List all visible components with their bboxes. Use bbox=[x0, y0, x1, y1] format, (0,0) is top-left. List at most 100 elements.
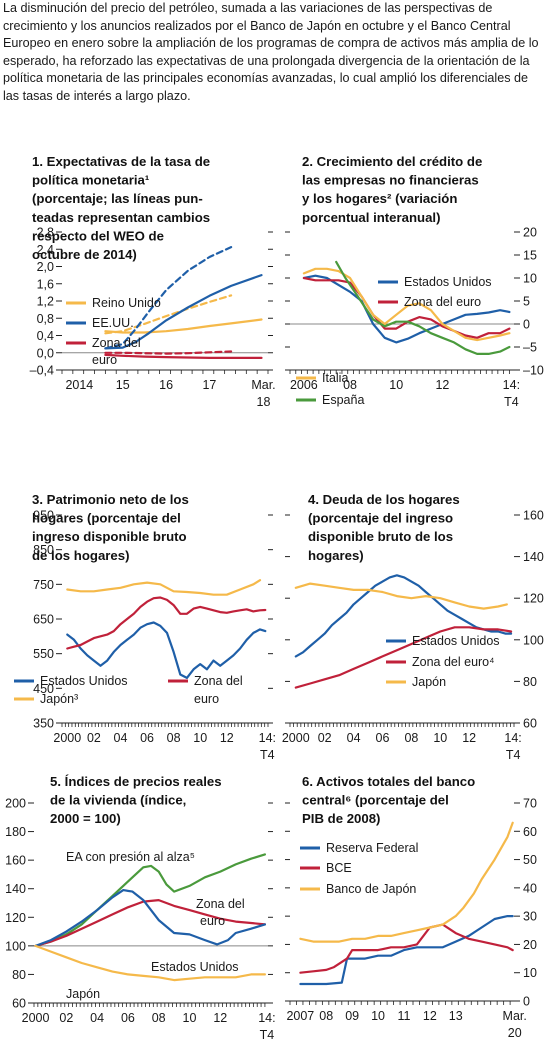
y-tick-label: 1,6 bbox=[37, 277, 54, 291]
x-tick-label: 12 bbox=[213, 1011, 227, 1025]
x-tick-label: 08 bbox=[343, 378, 357, 392]
series-line-orange-dashed bbox=[104, 294, 233, 335]
chart-title-line: hogares) bbox=[308, 548, 364, 563]
legend-label: BCE bbox=[326, 861, 352, 875]
intro-paragraph: La disminución del precio del petróleo, … bbox=[3, 1, 539, 103]
chart-title-line: hogares (porcentaje del bbox=[32, 511, 181, 526]
series-label: euro bbox=[200, 914, 225, 928]
legend-label: Estados Unidos bbox=[412, 634, 500, 648]
series-line-blue bbox=[66, 621, 267, 679]
chart-panel-3: 3. Patrimonio neto de los hogares (porcen… bbox=[14, 492, 276, 762]
series-line-blue-dashed bbox=[104, 245, 233, 350]
series-label: Japón bbox=[66, 987, 100, 1001]
y-tick-label: 40 bbox=[523, 881, 537, 895]
legend-label: Japón bbox=[412, 675, 446, 689]
y-tick-label: –0,4 bbox=[30, 364, 54, 378]
series-line-orange bbox=[66, 579, 262, 596]
chart-title-line: 4. Deuda de los hogares bbox=[308, 492, 460, 507]
y-tick-label: –10 bbox=[523, 364, 544, 378]
legend-label: Zona del bbox=[194, 674, 243, 688]
series-line-blue bbox=[299, 915, 514, 986]
y-tick-label: 950 bbox=[33, 509, 54, 523]
series-line-green bbox=[34, 853, 266, 947]
series-line-blue bbox=[104, 273, 263, 350]
y-tick-label: 550 bbox=[33, 647, 54, 661]
legend-label: Reino Unido bbox=[92, 296, 161, 310]
chart-title-line: teadas representan cambios bbox=[32, 210, 210, 225]
series-label: EA con presión al alza⁵ bbox=[66, 850, 195, 864]
y-tick-label: 750 bbox=[33, 578, 54, 592]
chart-title-line: 5. Índices de precios reales bbox=[50, 774, 222, 789]
y-tick-label: 20 bbox=[523, 938, 537, 952]
x-tick-label: 02 bbox=[87, 731, 101, 745]
x-tick-label: 10 bbox=[183, 1011, 197, 1025]
x-tick-label: 2000 bbox=[53, 731, 81, 745]
x-tick-label: 06 bbox=[376, 731, 390, 745]
y-tick-label: 160 bbox=[523, 509, 544, 523]
legend-label: euro bbox=[92, 353, 117, 367]
y-tick-label: 140 bbox=[5, 882, 26, 896]
y-tick-label: 180 bbox=[5, 825, 26, 839]
chart-panel-6: 6. Activos totales del banco central⁶ (po… bbox=[285, 774, 537, 1040]
legend-label: euro bbox=[194, 692, 219, 706]
x-tick-label: 09 bbox=[345, 1009, 359, 1023]
y-tick-label: 0 bbox=[523, 995, 530, 1009]
series-line-orange bbox=[34, 944, 266, 982]
legend-label: Zona del bbox=[92, 336, 141, 350]
chart-title-line: 6. Activos totales del banco bbox=[302, 774, 475, 789]
x-tick-label: 08 bbox=[167, 731, 181, 745]
series-line-red bbox=[66, 596, 267, 650]
y-tick-label: 0,8 bbox=[37, 312, 54, 326]
y-tick-label: 70 bbox=[523, 797, 537, 811]
x-tick-label: 16 bbox=[159, 378, 173, 392]
y-tick-label: 80 bbox=[12, 968, 26, 982]
chart-title-line: de los hogares) bbox=[32, 548, 129, 563]
legend-label: Italia bbox=[322, 371, 348, 385]
chart-panel-4: 4. Deuda de los hogares (porcentaje del i… bbox=[282, 492, 544, 762]
y-tick-label: 2,4 bbox=[37, 243, 54, 257]
y-tick-label: 100 bbox=[5, 939, 26, 953]
x-tick-label: 12 bbox=[435, 378, 449, 392]
legend-label: Zona del euro⁴ bbox=[412, 655, 495, 669]
series-line-orange bbox=[104, 318, 263, 334]
y-tick-label: 10 bbox=[523, 272, 537, 286]
y-tick-label: 5 bbox=[523, 295, 530, 309]
x-tick-label: 13 bbox=[449, 1009, 463, 1023]
x-tick-label: 15 bbox=[116, 378, 130, 392]
chart-title-line: ingreso disponible bruto bbox=[32, 529, 187, 544]
x-tick-label: 2007 bbox=[286, 1009, 314, 1023]
x-tick-label: 06 bbox=[121, 1011, 135, 1025]
y-tick-label: 1,2 bbox=[37, 295, 54, 309]
legend-label: Banco de Japón bbox=[326, 882, 416, 896]
y-tick-label: 350 bbox=[33, 717, 54, 731]
series-line-red-dashed bbox=[104, 350, 233, 355]
series-label: Zona del bbox=[196, 897, 245, 911]
x-tick-label: 10 bbox=[371, 1009, 385, 1023]
legend-label: Japón³ bbox=[40, 692, 78, 706]
y-tick-label: 0 bbox=[523, 318, 530, 332]
y-tick-label: 450 bbox=[33, 682, 54, 696]
chart-title-line: (porcentaje; las líneas pun- bbox=[32, 191, 203, 206]
chart-title-line: disponible bruto de los bbox=[308, 529, 453, 544]
chart-title-line: de la vivienda (índice, bbox=[50, 793, 186, 808]
y-tick-label: 650 bbox=[33, 613, 54, 627]
x-tick-label: 14: bbox=[504, 731, 521, 745]
x-tick-label: 2000 bbox=[282, 731, 310, 745]
series-line-orange bbox=[302, 267, 511, 342]
y-tick-label: 0,0 bbox=[37, 346, 54, 360]
x-tick-label: 17 bbox=[202, 378, 216, 392]
x-tick-label: 18 bbox=[257, 395, 271, 409]
y-tick-label: 850 bbox=[33, 543, 54, 557]
chart-title-line: 3. Patrimonio neto de los bbox=[32, 492, 189, 507]
x-tick-label: T4 bbox=[260, 748, 275, 762]
x-tick-label: 12 bbox=[462, 731, 476, 745]
x-tick-label: 10 bbox=[433, 731, 447, 745]
x-tick-label: 04 bbox=[114, 731, 128, 745]
x-tick-label: 06 bbox=[140, 731, 154, 745]
x-tick-label: Mar. bbox=[251, 378, 275, 392]
series-line-red bbox=[34, 899, 266, 947]
legend-label: Estados Unidos bbox=[40, 674, 128, 688]
chart-title-line: octubre de 2014) bbox=[32, 247, 137, 262]
chart-title-line: 2. Crecimiento del crédito de bbox=[302, 154, 482, 169]
x-tick-label: 04 bbox=[347, 731, 361, 745]
